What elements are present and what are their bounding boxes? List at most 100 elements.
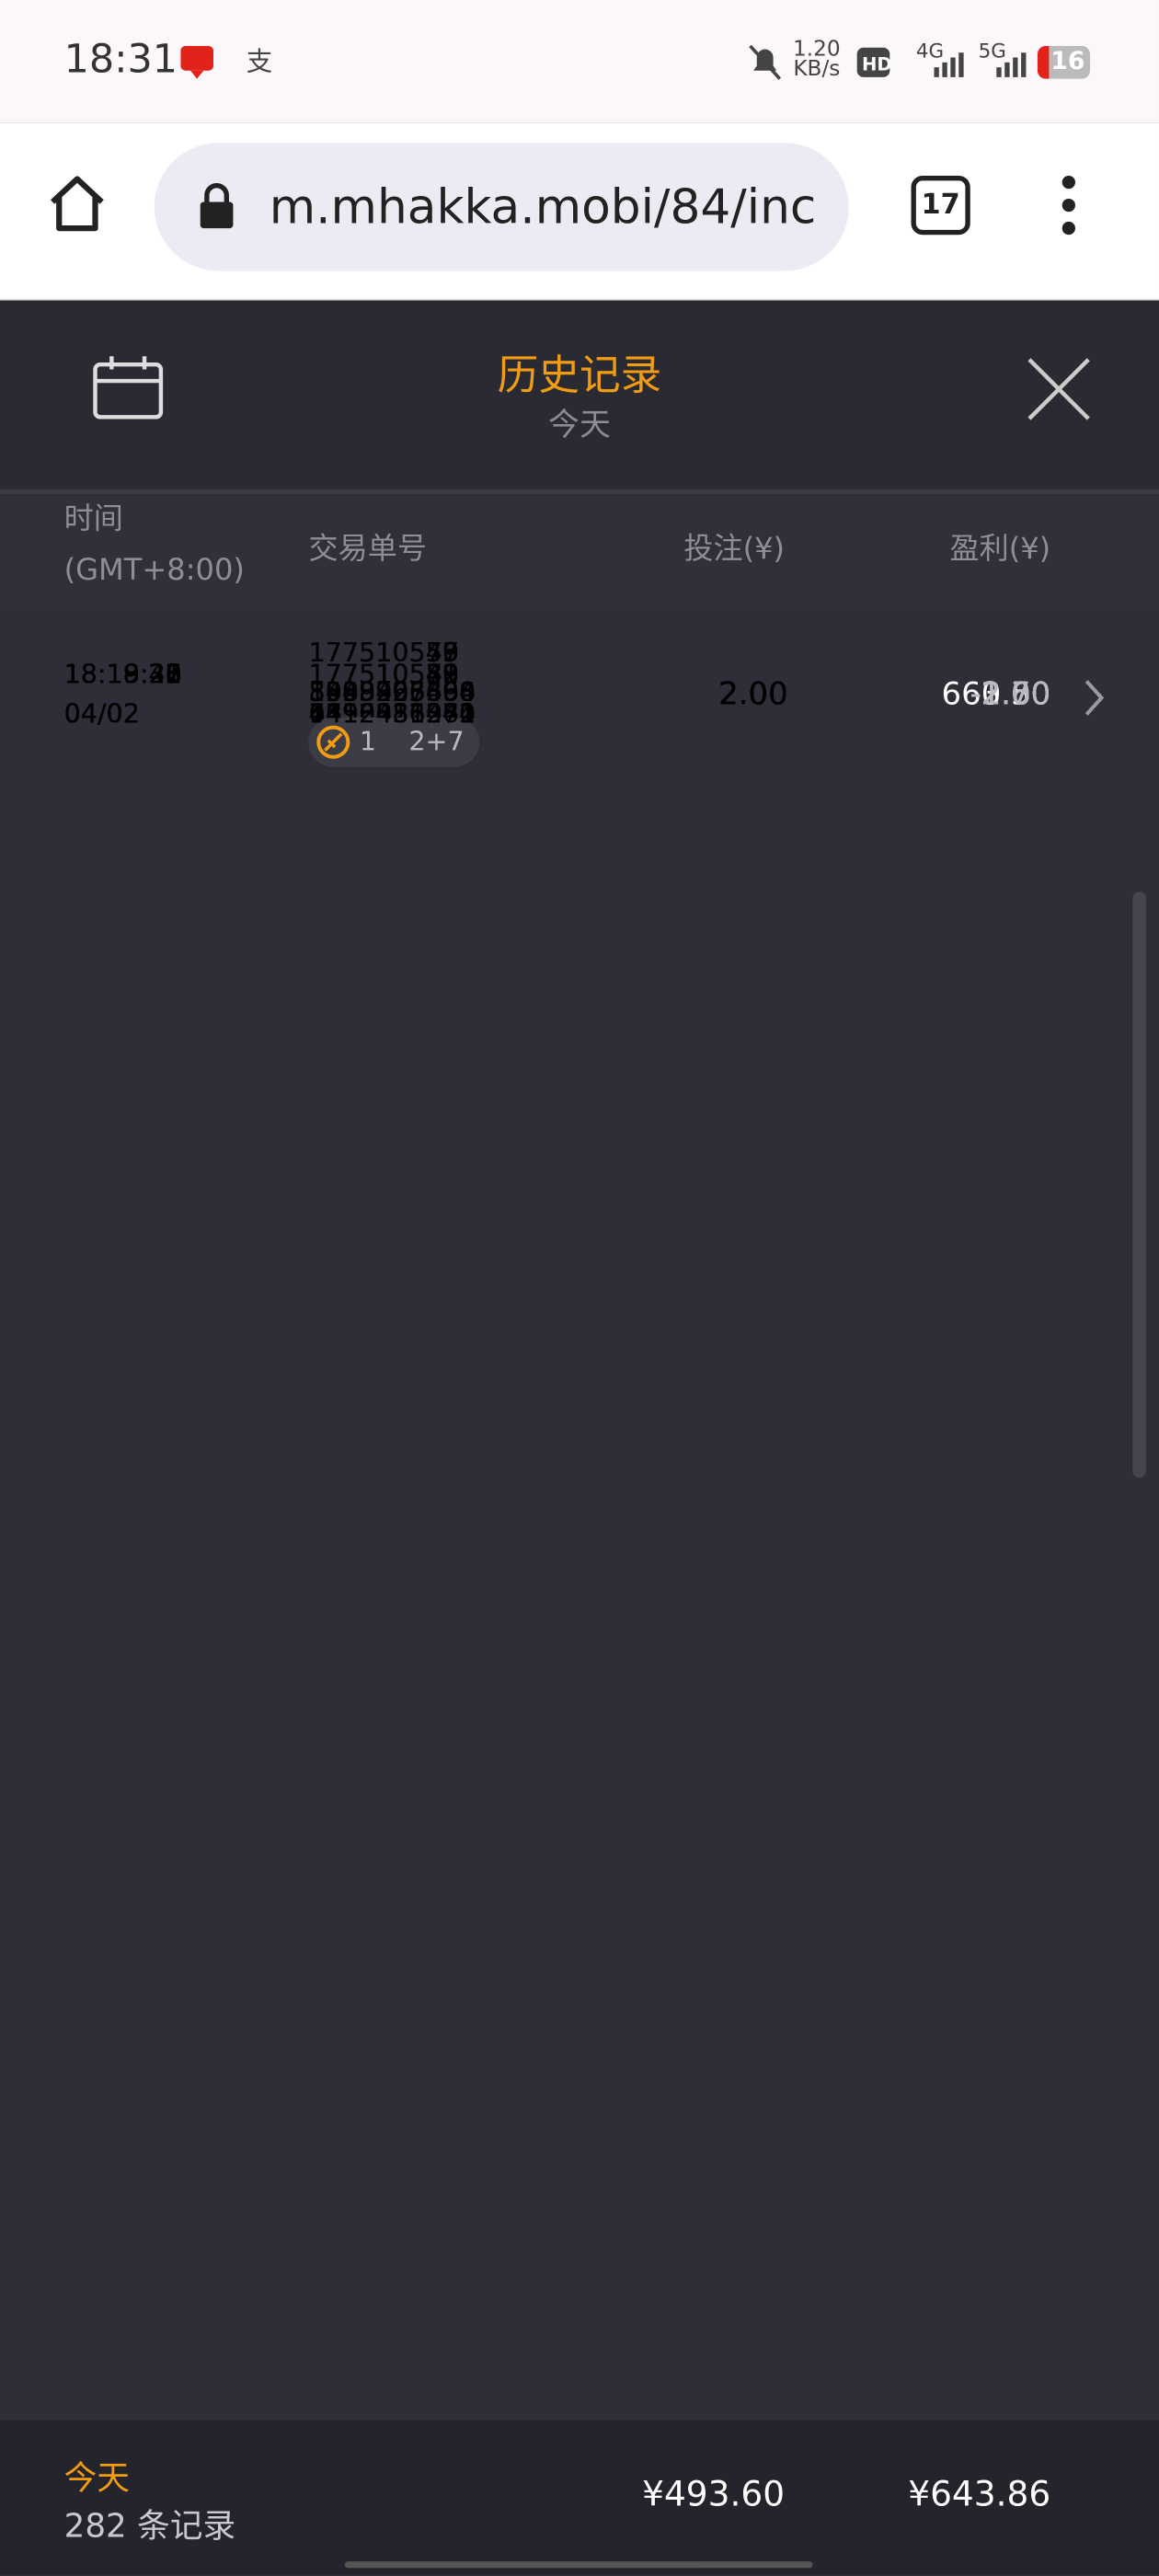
total-profit: ¥643.86	[908, 2474, 1051, 2514]
date: 04/02	[63, 697, 140, 730]
order-id: 8953297408	[308, 676, 476, 708]
time: 18:19:30	[63, 658, 182, 690]
date: 04/02	[63, 697, 140, 730]
order-id: 177510552	[308, 658, 460, 690]
badge-text: 2+7	[408, 725, 465, 757]
order-id: 177510553	[308, 637, 460, 669]
date: 04/02	[63, 697, 140, 730]
hd-icon: HD	[856, 47, 892, 77]
date: 04/02	[63, 697, 140, 730]
time: 18:19:38	[63, 658, 182, 690]
speed-unit: KB/s	[793, 57, 841, 83]
order-id: 177510549	[308, 637, 460, 669]
order-id: 177510548	[308, 658, 460, 690]
title: 历史记录	[497, 351, 662, 399]
profit: -2.00	[970, 676, 1051, 713]
time: 18:19:36	[63, 658, 182, 690]
time: 18:18:23	[63, 658, 182, 690]
date: 04/02	[63, 697, 140, 730]
record-count: 282 条记录	[63, 2505, 236, 2546]
order-id: 3009905666	[308, 676, 476, 708]
menu-button[interactable]	[1054, 172, 1084, 237]
order-id: 5343495680	[308, 676, 476, 708]
order-id: 177510550	[308, 637, 460, 669]
battery: 16	[1037, 45, 1091, 79]
address-bar[interactable]: m.mhakka.mobi/84/inc	[154, 143, 849, 271]
lock-icon	[200, 183, 234, 229]
chevron	[1085, 680, 1104, 716]
date: 04/02	[63, 697, 140, 730]
date: 04/02	[63, 697, 140, 730]
network: 4G	[915, 39, 945, 63]
bet: 2.00	[718, 676, 788, 713]
column-label: 时间	[63, 502, 123, 537]
badge-text: 1	[359, 725, 377, 757]
bet: 2.00	[718, 676, 788, 713]
status-bar: 18:31 支 1.20 KB/s HD 4G 5G 16	[0, 0, 1159, 123]
badge: 1	[308, 717, 405, 767]
subtitle: 今天	[548, 407, 611, 443]
signal-bars	[934, 52, 1027, 77]
order-id: 177510577	[308, 637, 460, 669]
badge-icon	[316, 725, 350, 759]
order-id: 177510581	[308, 658, 460, 690]
net-speed: 1.20 KB/s	[793, 38, 841, 83]
home-indicator	[344, 2561, 813, 2569]
order-id: 177510579	[308, 658, 460, 690]
column-label: 交易单号	[308, 532, 428, 567]
close-button[interactable]	[1026, 356, 1091, 421]
scrollbar	[1132, 891, 1146, 1478]
url: m.mhakka.mobi/84/inc	[269, 178, 817, 236]
order-id: 1588926464	[308, 676, 476, 708]
date: 04/02	[63, 697, 140, 730]
profit: -1.60	[970, 676, 1051, 713]
column-label: 投注(¥)	[683, 532, 786, 567]
order-id: 4412431361	[308, 697, 476, 730]
date: 04/02	[63, 697, 140, 730]
profit: -1.00	[970, 676, 1051, 713]
home-button[interactable]	[46, 172, 109, 235]
bet: 2.00	[718, 676, 788, 713]
total-bet: ¥493.60	[642, 2474, 786, 2514]
record-list: 18:19:40 04/02 177510581 1656215041 2.00 -2.0…	[0, 611, 1159, 2421]
order-id: 177510579	[308, 658, 460, 690]
order-id: 3498363394	[308, 676, 476, 708]
bet: 2.00	[718, 676, 788, 713]
bet: 2.00	[718, 676, 788, 713]
bet: 2.00	[718, 676, 788, 713]
time: 18:18:22	[63, 658, 182, 690]
calendar-button[interactable]	[92, 354, 165, 420]
bet: 2.00	[718, 676, 788, 713]
bet: 2.00	[718, 676, 788, 713]
profit: -2.00	[970, 676, 1051, 713]
profit: -2.00	[970, 676, 1051, 713]
time: 18:19:26	[63, 658, 182, 690]
profit: -2.00	[970, 676, 1051, 713]
time: 18:18:33	[63, 658, 182, 690]
speed: 1.20	[793, 38, 841, 63]
footer: 今天 282 条记录 ¥493.60 ¥643.86	[0, 2420, 1159, 2575]
order-id: 177510580	[308, 658, 460, 690]
clock: 18:31	[63, 36, 178, 83]
svg-text:HD: HD	[862, 54, 892, 75]
profit: 663.60	[941, 676, 1051, 713]
profit: 0.50	[981, 676, 1051, 713]
profit: -1.70	[970, 676, 1051, 713]
time: 18:18:31	[63, 658, 182, 690]
time: 18:19:40	[63, 658, 182, 690]
mute-icon	[749, 44, 782, 80]
network: 5G	[978, 39, 1006, 63]
battery-level: 16	[1050, 45, 1085, 76]
header: 历史记录 今天	[0, 300, 1159, 495]
order-id: 177510575	[308, 637, 460, 669]
bet: 2.00	[718, 676, 788, 713]
column-label: 盈利(¥)	[949, 532, 1051, 567]
column-header: 时间 (GMT+8:00) 交易单号 投注(¥) 盈利(¥)	[0, 494, 1159, 611]
time: 18:18:27	[63, 658, 182, 690]
bet: 2.00	[718, 676, 788, 713]
tab-count[interactable]: 17	[911, 175, 970, 236]
status-icons: 支	[180, 46, 272, 79]
period: 今天	[63, 2457, 130, 2498]
